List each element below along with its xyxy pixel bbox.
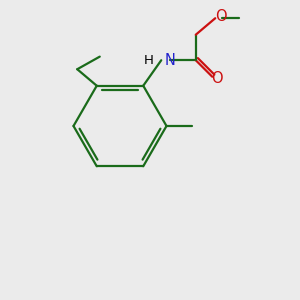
Text: H: H — [144, 54, 154, 67]
Text: O: O — [215, 9, 227, 24]
Text: O: O — [211, 71, 223, 86]
Text: N: N — [164, 53, 175, 68]
